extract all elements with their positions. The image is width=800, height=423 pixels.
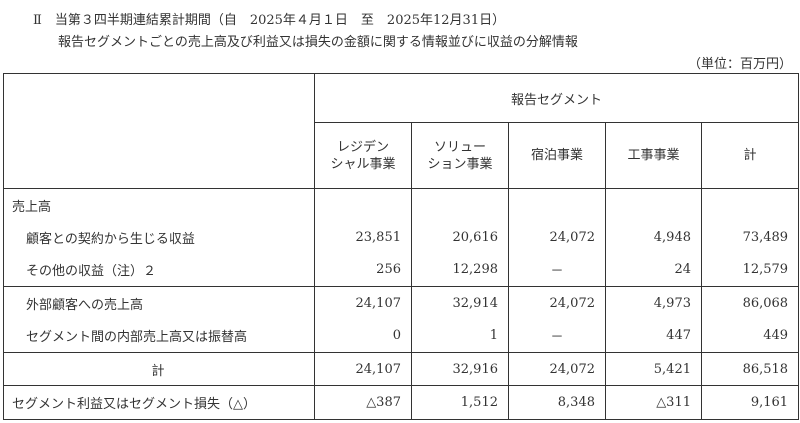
value-cell: 1,512	[411, 385, 509, 420]
table-row: 外部顧客への売上高 24,107 32,914 24,072 4,973 86,068	[3, 286, 800, 320]
value-cell: 8,348	[508, 385, 606, 420]
value-cell: 1	[411, 319, 509, 353]
row-label: セグメント利益又はセグメント損失（△）	[3, 385, 315, 420]
value-cell: 24	[605, 253, 702, 287]
column-header: 工事事業	[605, 122, 702, 189]
column-header: 計	[700, 122, 800, 189]
table-row: 計 24,107 32,916 24,072 5,421 86,518	[3, 352, 800, 386]
value-cell: 24,107	[314, 352, 412, 386]
table-caption: 報告セグメントごとの売上高及び利益又は損失の金額に関する情報並びに収益の分解情報	[58, 35, 578, 50]
row-label: セグメント間の内部売上高又は振替高	[3, 319, 315, 353]
value-cell: 73,489	[700, 221, 800, 254]
table-row: セグメント間の内部売上高又は振替高 0 1 － 447 449	[3, 319, 800, 353]
value-cell: 4,948	[605, 221, 702, 254]
value-cell: 24,107	[314, 286, 412, 320]
value-cell: 4,973	[605, 286, 702, 320]
value-cell: －	[508, 319, 606, 353]
row-label: 外部顧客への売上高	[3, 286, 315, 320]
corner-cell	[3, 73, 315, 189]
table-row: その他の収益（注）２ 256 12,298 － 24 12,579	[3, 253, 800, 287]
value-cell: 12,579	[700, 253, 800, 287]
table-row: セグメント利益又はセグメント損失（△） △387 1,512 8,348 △311 9,1…	[3, 385, 800, 420]
value-cell: 23,851	[314, 221, 412, 254]
value-cell: 32,914	[411, 286, 509, 320]
value-cell: 20,616	[411, 221, 509, 254]
value-cell: 0	[314, 319, 412, 353]
row-label: 顧客との契約から生じる収益	[3, 221, 315, 254]
group-header: 報告セグメント	[313, 73, 800, 123]
row-label: 計	[3, 352, 315, 386]
value-cell: △387	[314, 385, 412, 420]
value-cell: 449	[700, 319, 800, 353]
value-cell: 24,072	[508, 286, 606, 320]
value-cell: 256	[314, 253, 412, 287]
value-cell: 24,072	[508, 352, 606, 386]
value-cell: 5,421	[605, 352, 702, 386]
unit-label: （単位：百万円）	[687, 57, 792, 72]
section-title: Ⅱ 当第３四半期連結累計期間（自 2025年４月１日 至 2025年12月31日…	[33, 13, 506, 28]
value-cell: 24,072	[508, 221, 606, 254]
value-cell: 12,298	[411, 253, 509, 287]
column-header: レジデン シャル事業	[314, 122, 412, 189]
value-cell: －	[508, 253, 606, 287]
value-cell: △311	[605, 385, 702, 420]
column-header: ソリュー ション事業	[411, 122, 509, 189]
value-cell: 86,068	[700, 286, 800, 320]
value-cell: 86,518	[700, 352, 800, 386]
row-label: その他の収益（注）２	[3, 253, 315, 287]
value-cell: 9,161	[700, 385, 800, 420]
value-cell: 447	[605, 319, 702, 353]
section-label: 売上高	[3, 188, 315, 222]
segment-table: 報告セグメント レジデン シャル事業 ソリュー ション事業 宿泊事業 工事事業計 売上…	[3, 73, 800, 420]
table-row: 顧客との契約から生じる収益 23,851 20,616 24,072 4,948 73,4…	[3, 221, 800, 254]
column-header: 宿泊事業	[508, 122, 606, 189]
value-cell: 32,916	[411, 352, 509, 386]
